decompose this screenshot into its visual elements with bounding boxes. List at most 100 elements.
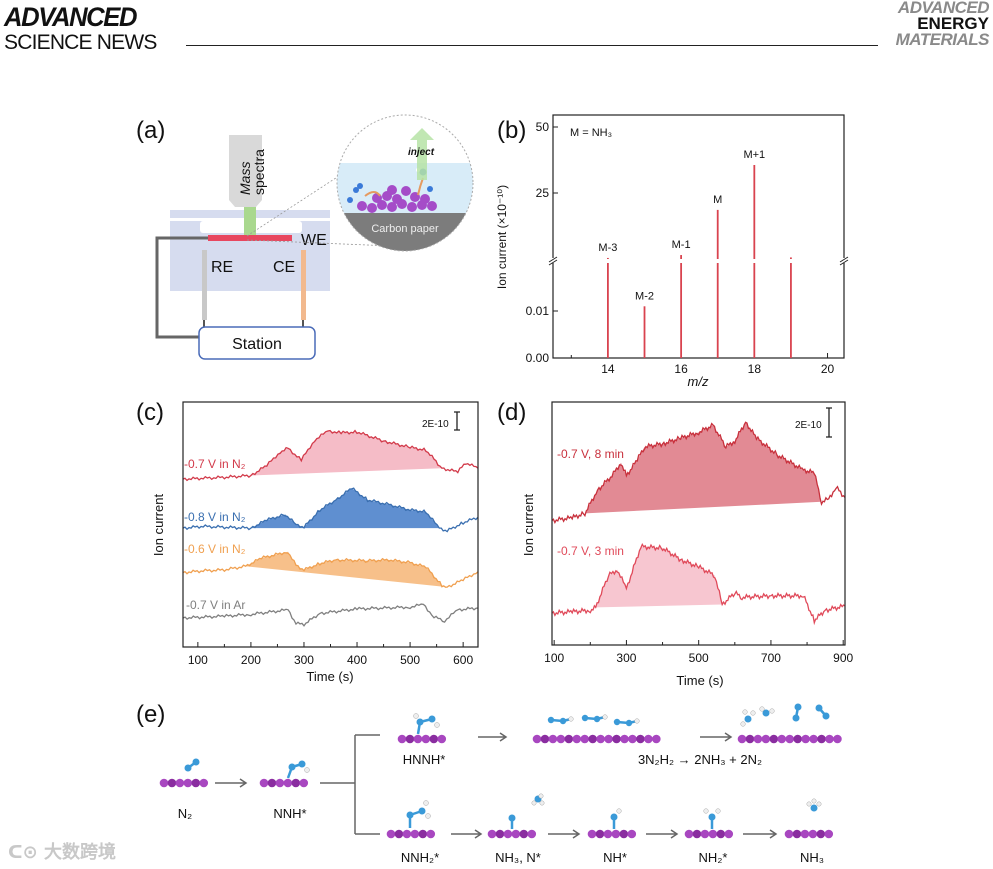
catalyst-atom [540, 734, 550, 744]
hydrogen-atom [568, 716, 574, 722]
nitrogen-atom [559, 717, 567, 725]
journal-name-science-news: SCIENCE NEWS [4, 31, 157, 54]
nitrogen-atom [610, 813, 618, 821]
catalyst-atom [636, 734, 645, 744]
catalyst-atom [792, 829, 802, 839]
catalyst-atom [167, 778, 177, 788]
reaction-arrows [320, 734, 380, 835]
wire-we [155, 236, 208, 339]
inlet-tube [244, 207, 256, 235]
x-tick-label: 20 [821, 362, 835, 376]
catalyst-atom [413, 734, 423, 744]
hydrogen-atom [413, 713, 419, 719]
mass-spectra-label-2: spectra [251, 149, 267, 195]
series-line [182, 603, 479, 627]
panel-d-label: (d) [497, 399, 526, 426]
axis-break-mark [839, 256, 849, 266]
arrow-icon [478, 732, 508, 742]
axis-break [549, 258, 557, 263]
catalyst-atom [816, 829, 826, 839]
catalyst-atom [784, 829, 794, 839]
catalyst-atom [808, 829, 818, 839]
catalyst-atom [397, 734, 407, 744]
catalyst-atom [753, 734, 763, 744]
we-label: WE [301, 232, 327, 249]
panel-a: (a) Mass spectra WE RE CE Station inject… [136, 114, 474, 360]
series-line [182, 552, 479, 588]
catalyst-atom [259, 778, 269, 788]
catalyst-atom [708, 829, 718, 839]
series-fill-area [250, 431, 442, 476]
nitrogen-atom [708, 813, 716, 821]
hydrogen-atom [811, 798, 817, 804]
label-nh2: NH₂* [699, 850, 728, 865]
hydrogen-atom [616, 808, 622, 814]
series-label: -0.8 V in N₂ [184, 510, 246, 524]
catalyst-atom [527, 829, 537, 839]
panel-c-chart: (c) Ion current Time (s) 2E-10 -0.7 V in… [136, 399, 479, 684]
scale-bar-label: 2E-10 [795, 420, 822, 431]
x-tick-label: 100 [188, 653, 208, 667]
journal-logo-right: ADVANCED ENERGY MATERIALS [896, 0, 990, 48]
catalyst-atom [833, 734, 842, 744]
series-fill-area [595, 546, 723, 608]
header-rule [186, 45, 878, 46]
counter-electrode [301, 250, 306, 320]
catalyst-atom [777, 734, 787, 744]
series-fill-area [245, 551, 448, 588]
series-label: -0.7 V in N₂ [184, 457, 246, 471]
series-fill-area [250, 488, 440, 529]
nitrogen-atom [547, 716, 555, 724]
scale-bar [826, 407, 832, 438]
inject-label: inject [408, 147, 435, 158]
x-tick-label: 300 [616, 651, 636, 665]
nitrogen-atom [593, 715, 601, 723]
arrow-icon [700, 732, 733, 742]
catalyst-atom [737, 734, 747, 744]
hydrogen-atom [816, 801, 822, 807]
hydrogen-atom [538, 793, 544, 799]
catalyst-particle [387, 202, 397, 212]
panel-a-label: (a) [136, 117, 165, 144]
journal-name-advanced: ADVANCED [4, 2, 137, 32]
catalyst-atom [532, 734, 542, 744]
panel-d-chart: (d) Ion current Time (s) 2E-10 -0.7 V, 8… [497, 399, 854, 688]
x-tick-label: 400 [347, 653, 367, 667]
catalyst-atom [503, 829, 513, 839]
label-nnh: NNH* [273, 806, 306, 821]
catalyst-atom [199, 778, 209, 788]
scale-bar [454, 411, 460, 431]
watermark-logo-icon: ᑕ⊙ [8, 842, 45, 863]
catalyst-atom [267, 778, 277, 788]
catalyst-particle [427, 201, 437, 211]
catalyst-atom [612, 734, 621, 744]
arrow-icon [451, 829, 483, 839]
catalyst-atom [644, 734, 653, 744]
catalyst-atom [595, 829, 605, 839]
catalyst-atom [421, 734, 431, 744]
x-axis-label: m/z [688, 374, 709, 389]
panel-e-mechanism: (e) N₂ NNH* HNNH* 3N₂H₂ → 2NH₃ + 2N₂ NNH… [136, 701, 842, 865]
catalyst-particle [387, 185, 397, 195]
catalyst-atom [619, 829, 629, 839]
hydrogen-atom [769, 708, 775, 714]
bar-label: M-3 [598, 242, 617, 254]
catalyst-atom [299, 778, 309, 788]
catalyst-atom [793, 734, 802, 744]
catalyst-particle [357, 201, 367, 211]
arrow-icon [548, 829, 581, 839]
catalyst-atom [410, 829, 420, 839]
axis-break [840, 258, 848, 263]
x-tick-label: 300 [294, 653, 314, 667]
catalyst-atom [604, 734, 613, 744]
y-axis-label: Ion current [151, 494, 166, 557]
hydrogen-atom [423, 800, 429, 806]
nitrogen-atom [792, 714, 800, 722]
x-tick-label: 500 [689, 651, 709, 665]
catalyst-atom [437, 734, 447, 744]
hydrogen-atom [434, 722, 440, 728]
arrow-icon [743, 829, 778, 839]
ce-label: CE [273, 259, 295, 276]
series-label: -0.6 V in N₂ [184, 542, 246, 556]
